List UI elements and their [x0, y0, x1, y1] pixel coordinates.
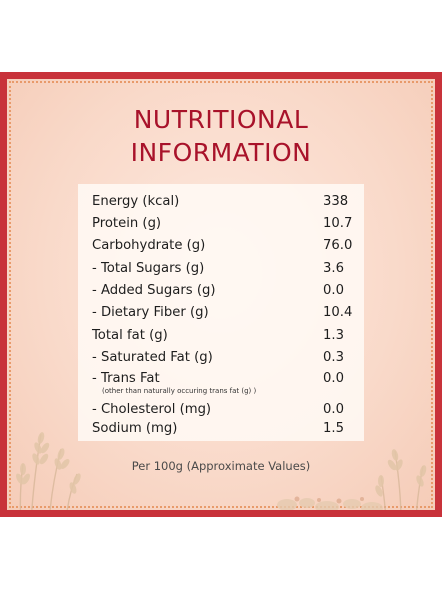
nutrition-panel: NUTRITIONAL INFORMATION Energy (kcal) 33…	[0, 72, 442, 517]
row-value: 0.3	[323, 350, 344, 365]
row-label: - Dietary Fiber (g)	[92, 305, 209, 320]
row-label: - Added Sugars (g)	[92, 283, 216, 298]
nutrition-table: Energy (kcal) 338 Protein (g) 10.7 Carbo…	[78, 184, 364, 441]
footer-note: Per 100g (Approximate Values)	[131, 459, 311, 473]
row-label: - Saturated Fat (g)	[92, 350, 213, 365]
row-value: 10.4	[323, 305, 353, 320]
grains-pile-icon	[277, 496, 383, 510]
row-label: Total fat (g)	[92, 328, 168, 343]
row-label: - Cholesterol (mg)	[92, 402, 212, 417]
row-value: 0.0	[323, 371, 344, 386]
row-value: 338	[323, 194, 349, 209]
row-label: Protein (g)	[92, 216, 162, 231]
row-note: (other than naturally occuring trans fat…	[102, 387, 257, 395]
row-value: 1.3	[323, 328, 344, 343]
row-label: - Total Sugars (g)	[92, 261, 205, 276]
title-line-1: NUTRITIONAL	[133, 105, 309, 134]
row-value: 10.7	[323, 216, 353, 231]
row-value: 0.0	[323, 283, 344, 298]
row-label: Energy (kcal)	[92, 194, 180, 209]
row-value: 1.5	[323, 421, 344, 436]
wheat-stalks-right-icon	[375, 449, 427, 510]
row-value: 3.6	[323, 261, 344, 276]
row-label: Carbohydrate (g)	[92, 238, 206, 253]
row-label: Sodium (mg)	[92, 421, 178, 436]
row-value: 0.0	[323, 402, 344, 417]
row-value: 76.0	[323, 238, 353, 253]
title-line-2: INFORMATION	[130, 138, 312, 167]
row-label: - Trans Fat	[92, 371, 160, 386]
